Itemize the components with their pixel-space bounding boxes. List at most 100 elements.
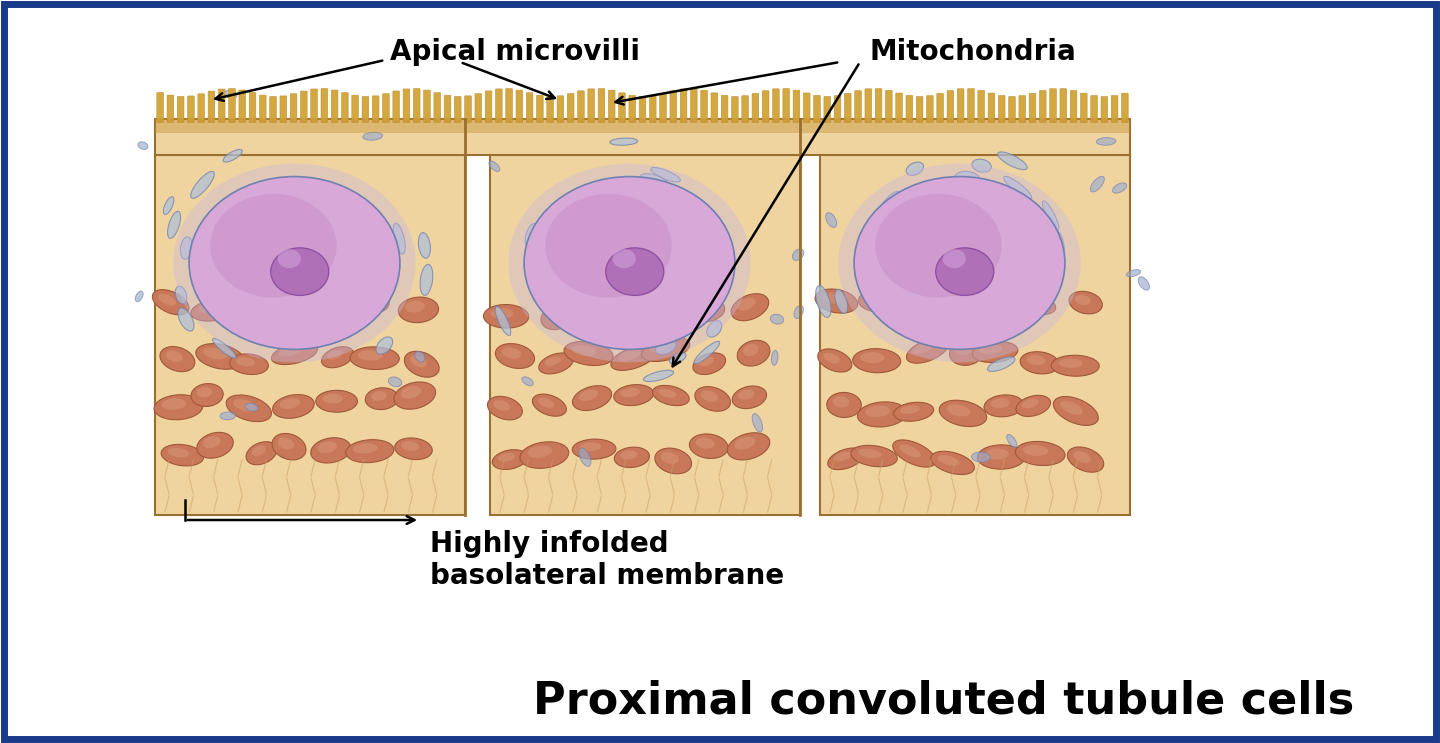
Ellipse shape: [734, 437, 755, 450]
FancyBboxPatch shape: [948, 91, 953, 123]
FancyBboxPatch shape: [557, 96, 563, 123]
Ellipse shape: [361, 290, 377, 302]
Bar: [156, 118, 1130, 133]
Ellipse shape: [694, 341, 720, 364]
Ellipse shape: [579, 389, 598, 401]
Ellipse shape: [546, 194, 671, 297]
Ellipse shape: [1020, 351, 1058, 374]
FancyBboxPatch shape: [1070, 91, 1077, 123]
Ellipse shape: [701, 390, 719, 402]
Ellipse shape: [1043, 201, 1058, 230]
Ellipse shape: [1138, 277, 1149, 290]
Ellipse shape: [900, 406, 920, 414]
FancyBboxPatch shape: [968, 88, 975, 123]
Ellipse shape: [197, 432, 233, 458]
Ellipse shape: [1074, 295, 1090, 305]
Ellipse shape: [579, 442, 600, 451]
Ellipse shape: [245, 403, 258, 411]
Ellipse shape: [501, 347, 521, 359]
Ellipse shape: [490, 161, 500, 172]
Ellipse shape: [572, 345, 596, 356]
FancyBboxPatch shape: [876, 88, 881, 123]
Ellipse shape: [405, 301, 425, 313]
Ellipse shape: [546, 308, 562, 319]
FancyBboxPatch shape: [301, 91, 307, 123]
Ellipse shape: [179, 308, 194, 331]
Bar: [490, 155, 801, 515]
Bar: [156, 155, 465, 515]
FancyBboxPatch shape: [1060, 88, 1067, 123]
Ellipse shape: [246, 442, 276, 465]
Ellipse shape: [984, 395, 1024, 417]
Ellipse shape: [526, 224, 539, 248]
Ellipse shape: [606, 248, 664, 296]
Ellipse shape: [854, 177, 1066, 349]
Ellipse shape: [415, 351, 425, 362]
Ellipse shape: [930, 451, 975, 475]
Ellipse shape: [1113, 183, 1126, 193]
Ellipse shape: [815, 289, 858, 313]
Ellipse shape: [737, 298, 756, 311]
FancyBboxPatch shape: [475, 94, 481, 123]
Ellipse shape: [835, 289, 848, 314]
Text: Apical microvilli: Apical microvilli: [390, 38, 639, 66]
Text: Highly infolded
basolateral membrane: Highly infolded basolateral membrane: [431, 530, 785, 591]
FancyBboxPatch shape: [341, 93, 348, 123]
FancyBboxPatch shape: [249, 93, 256, 123]
Ellipse shape: [1007, 435, 1017, 447]
FancyBboxPatch shape: [373, 96, 379, 123]
Ellipse shape: [225, 90, 238, 99]
FancyBboxPatch shape: [495, 89, 503, 123]
Ellipse shape: [1054, 397, 1099, 426]
Ellipse shape: [579, 448, 590, 467]
Ellipse shape: [161, 398, 186, 410]
Ellipse shape: [524, 177, 734, 349]
Ellipse shape: [649, 341, 674, 352]
Ellipse shape: [1058, 359, 1083, 368]
FancyBboxPatch shape: [209, 91, 215, 123]
Ellipse shape: [389, 377, 402, 386]
Ellipse shape: [220, 412, 236, 420]
Ellipse shape: [707, 320, 721, 337]
Ellipse shape: [696, 438, 714, 449]
FancyBboxPatch shape: [855, 91, 861, 123]
FancyBboxPatch shape: [721, 95, 729, 123]
Ellipse shape: [641, 174, 668, 186]
Ellipse shape: [621, 388, 639, 398]
FancyBboxPatch shape: [413, 88, 420, 123]
Ellipse shape: [985, 448, 1009, 460]
Ellipse shape: [492, 450, 527, 470]
FancyBboxPatch shape: [588, 89, 595, 123]
FancyBboxPatch shape: [598, 88, 605, 123]
Ellipse shape: [690, 299, 724, 322]
Ellipse shape: [154, 395, 203, 420]
FancyBboxPatch shape: [526, 93, 533, 123]
Ellipse shape: [539, 353, 573, 374]
Ellipse shape: [716, 251, 727, 280]
Ellipse shape: [994, 288, 1015, 299]
Ellipse shape: [655, 340, 675, 354]
FancyBboxPatch shape: [167, 95, 174, 123]
Ellipse shape: [644, 370, 674, 382]
Ellipse shape: [533, 394, 566, 416]
Ellipse shape: [366, 388, 397, 409]
Ellipse shape: [272, 433, 307, 460]
FancyBboxPatch shape: [814, 95, 821, 123]
FancyBboxPatch shape: [660, 94, 667, 123]
Ellipse shape: [168, 448, 189, 458]
Ellipse shape: [998, 152, 1027, 169]
Ellipse shape: [508, 163, 750, 363]
Ellipse shape: [899, 292, 920, 303]
Ellipse shape: [376, 337, 393, 354]
Ellipse shape: [858, 289, 904, 312]
FancyBboxPatch shape: [926, 96, 933, 123]
Ellipse shape: [484, 305, 528, 328]
Text: Proximal convoluted tubule cells: Proximal convoluted tubule cells: [533, 680, 1354, 722]
Ellipse shape: [955, 172, 979, 184]
FancyBboxPatch shape: [896, 93, 903, 123]
Ellipse shape: [733, 386, 766, 409]
FancyBboxPatch shape: [157, 92, 164, 123]
Ellipse shape: [793, 305, 804, 319]
Ellipse shape: [279, 398, 300, 409]
Ellipse shape: [272, 343, 317, 365]
